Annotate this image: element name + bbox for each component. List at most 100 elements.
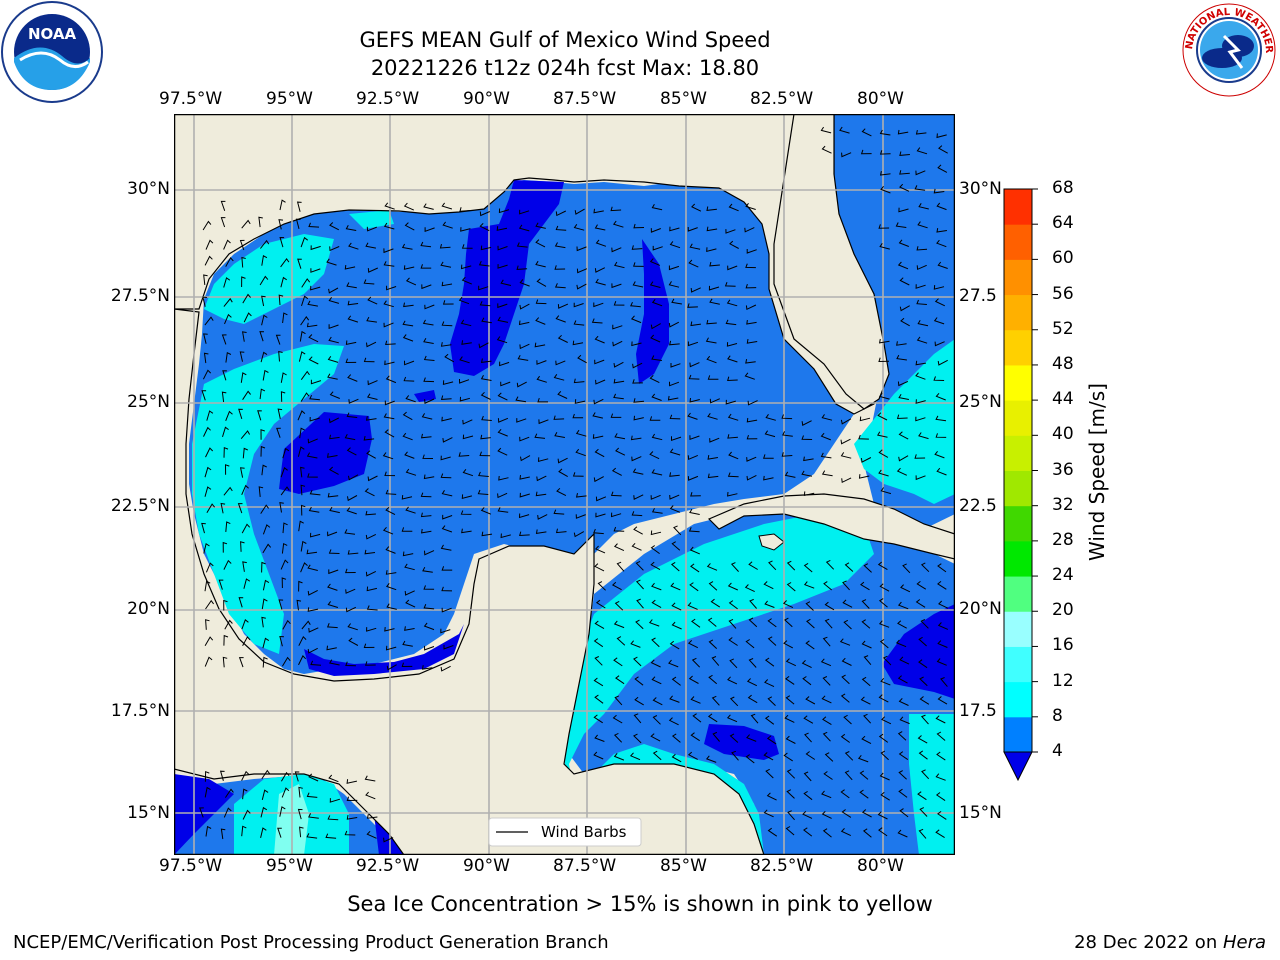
wind-barb [707, 713, 718, 723]
wind-barb [650, 228, 661, 233]
wind-barb [650, 530, 662, 536]
wind-barb [366, 605, 378, 611]
wind-barb [650, 334, 661, 343]
wind-barb [401, 495, 413, 500]
wind-barb [344, 265, 356, 270]
wind-barb [824, 601, 835, 611]
wind-barb [747, 694, 758, 704]
wind-barb [896, 354, 907, 361]
wind-barb [481, 317, 492, 324]
wind-barb [223, 559, 232, 570]
wind-barb [614, 433, 626, 440]
wind-barb [205, 619, 210, 630]
wind-barb [634, 676, 644, 686]
wind-barb [478, 342, 489, 349]
wind-barb [460, 264, 472, 270]
wind-barb [300, 236, 309, 248]
footer-date: 28 Dec 2022 on Hera [1074, 932, 1266, 953]
wind-barb [725, 229, 736, 234]
wind-barb [668, 717, 679, 726]
wind-barb [668, 321, 680, 328]
wind-barb [423, 337, 434, 344]
wind-barb [442, 380, 454, 385]
wind-barb [727, 491, 738, 497]
wind-barb [261, 598, 268, 610]
wind-barb [651, 582, 662, 591]
wind-barb [917, 791, 927, 801]
wind-barb [936, 658, 947, 666]
wind-barb [328, 297, 340, 304]
wind-barb [573, 224, 585, 231]
wind-barb [669, 241, 681, 249]
wind-barb [726, 299, 738, 307]
wind-barb [671, 602, 682, 611]
wind-barb [439, 243, 451, 249]
wind-0-4-east [882, 604, 955, 699]
wind-barb [919, 676, 928, 687]
wind-barb [787, 810, 795, 821]
wind-barb [420, 492, 432, 498]
wind-barb [300, 504, 306, 516]
wind-barb [553, 415, 565, 420]
wind-barb [282, 522, 288, 534]
wind-barb [635, 619, 644, 630]
wind-barb [329, 222, 340, 231]
wind-barb [616, 636, 626, 646]
wind-barb [859, 770, 869, 780]
wind-barb [916, 299, 927, 305]
wind-barb [300, 316, 310, 326]
wind-barb [784, 471, 796, 478]
lon-tick-bottom: 85°W [660, 856, 707, 876]
wind-barb [859, 789, 869, 799]
wind-barb [240, 430, 251, 440]
wind-barb [555, 528, 567, 534]
wind-barb [611, 247, 622, 253]
wind-barb [709, 261, 720, 267]
wind-barb [805, 751, 816, 760]
wind-barb [459, 356, 470, 364]
lon-tick-top: 87.5°W [553, 89, 617, 109]
wind-barb [205, 599, 214, 610]
wind-barb [880, 750, 889, 761]
wind-barb [935, 792, 946, 802]
wind-barb [344, 568, 356, 574]
wind-barb [402, 432, 413, 441]
wind-barb [748, 658, 757, 668]
wind-barb [858, 434, 869, 440]
wind-barb [535, 239, 546, 248]
wind-barb [444, 353, 455, 363]
chart-title-line2: 20221226 t12z 024h fcst Max: 18.80 [370, 56, 760, 80]
wind-barb [898, 751, 909, 761]
wind-barb [422, 566, 433, 573]
wind-barb [786, 789, 795, 799]
wind-barb [205, 825, 212, 837]
wind-barb [728, 600, 738, 610]
wind-barb [709, 437, 720, 443]
wind-barb [307, 647, 318, 654]
wind-barb [278, 599, 284, 610]
colorbar-tick-labels: 4 8 12 16 20 24 28 32 36 40 44 48 52 56 60 64 68 [1052, 178, 1112, 780]
wind-barb [327, 356, 339, 363]
wind-barb [916, 336, 928, 344]
wind-barb [497, 492, 508, 499]
wind-barb [649, 451, 660, 460]
wind-8-12-nw [204, 234, 334, 324]
colorbar [1003, 188, 1038, 782]
wind-barb [707, 473, 719, 479]
wind-barb [329, 434, 340, 440]
wind-barb [784, 617, 793, 628]
wind-barb [479, 451, 491, 457]
wind-barb [280, 559, 289, 570]
wind-barb [276, 427, 281, 438]
wind-barb [746, 456, 757, 462]
wind-barb [241, 484, 249, 495]
wind-barb [239, 239, 245, 251]
wind-barb [917, 319, 929, 327]
wind-barb [764, 657, 775, 667]
wind-barb [841, 477, 852, 484]
wind-barb [258, 486, 264, 497]
wind-barb [613, 732, 623, 743]
land-isla-juventud [758, 533, 785, 551]
wind-barb [937, 622, 949, 630]
wind-barb [573, 320, 585, 326]
